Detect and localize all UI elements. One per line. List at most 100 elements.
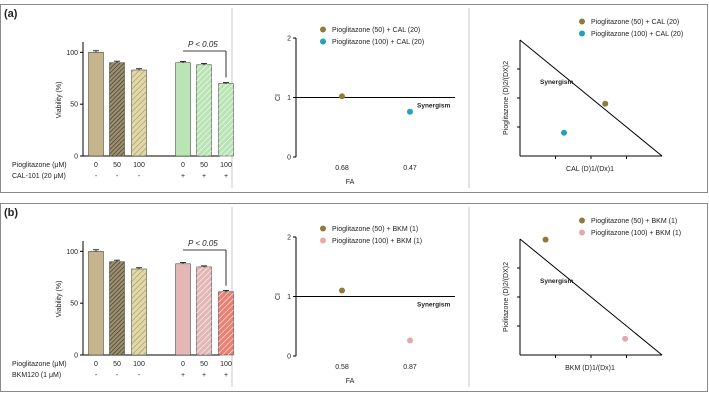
dose-label: 50 <box>200 162 208 169</box>
ci-point <box>407 337 413 344</box>
bar-hatch <box>109 62 125 156</box>
panel-tag: (b) <box>4 207 18 219</box>
ci-point <box>339 93 345 100</box>
dose-label: 50 <box>113 361 121 368</box>
ci-x-tick-label: 0.87 <box>403 364 417 371</box>
iso-legend-label: Pioglitazone (50) + CAL (20) <box>591 19 679 26</box>
bar-y-tick-label: 50 <box>70 102 78 109</box>
ci-y-tick-label: 0 <box>287 354 291 361</box>
panel-0: (a) 0 50 100 Viability (%) 0 - 50 - 100 - 0 +50 +100 +… <box>0 4 708 193</box>
bar-hatch <box>109 261 125 355</box>
combo-sign: - <box>95 372 98 379</box>
ci-point <box>407 108 413 115</box>
bar-y-tick-label: 50 <box>70 301 78 308</box>
ci-synergism-label: Synergism <box>417 302 450 309</box>
bar <box>175 62 191 157</box>
ci-legend-label: Pioglitazone (50) + BKM (1) <box>332 226 418 233</box>
panel-frame <box>0 4 708 193</box>
bar-y-tick-label: 0 <box>74 353 78 360</box>
bar-y-tick-label: 100 <box>66 50 78 57</box>
combo-sign: - <box>116 173 119 180</box>
ci-legend-label: Pioglitazone (50) + CAL (20) <box>332 27 420 34</box>
row-label-pioglitazone: Pioglitazone (μM) <box>12 361 67 368</box>
iso-additivity-line <box>519 238 663 356</box>
combo-sign: + <box>181 173 185 180</box>
ci-legend-label: Pioglitazone (100) + BKM (1) <box>332 238 422 245</box>
iso-legend-marker <box>579 229 585 236</box>
ci-legend-label: Pioglitazone (100) + CAL (20) <box>332 39 424 46</box>
dose-label: 0 <box>94 361 98 368</box>
dose-label: 0 <box>181 162 185 169</box>
bar <box>175 263 191 356</box>
row-label-second-drug: BKM120 (1 μM) <box>12 372 61 379</box>
dose-label: 0 <box>181 361 185 368</box>
bar-hatch <box>218 83 234 156</box>
ci-legend-marker <box>320 38 326 45</box>
bar-y-tick-label: 0 <box>74 154 78 161</box>
iso-y-axis-title: Piolitazone (D)2/(DX)2 <box>503 262 510 332</box>
ci-legend-marker <box>320 26 326 33</box>
row-label-second-drug: CAL-101 (20 μM) <box>12 173 66 180</box>
ci-y-tick-label: 2 <box>287 36 291 43</box>
combo-sign: + <box>224 372 228 379</box>
iso-legend-marker <box>579 18 585 25</box>
dose-label: 100 <box>220 361 232 368</box>
iso-legend-label: Pioglitazone (50) + BKM (1) <box>591 218 677 225</box>
iso-point <box>602 100 609 107</box>
iso-point <box>542 236 549 243</box>
ci-y-tick-label: 0 <box>287 155 291 162</box>
bar-hatch <box>196 64 212 156</box>
bar-hatch <box>131 69 147 156</box>
panel-frame <box>0 203 708 392</box>
bar-y-tick-label: 100 <box>66 249 78 256</box>
panel-1: (b) 0 50 100 Viability (%) 0 - 50 - 100 - 0 +50 +100 +… <box>0 203 708 392</box>
bar-y-axis-title: Viability (%) <box>56 82 63 119</box>
dose-label: 100 <box>220 162 232 169</box>
combo-sign: + <box>224 173 228 180</box>
combo-sign: - <box>138 173 141 180</box>
panel-tag: (a) <box>4 8 18 20</box>
ci-synergism-label: Synergism <box>417 103 450 110</box>
iso-legend-label: Pioglitazone (100) + BKM (1) <box>591 230 681 237</box>
combo-sign: - <box>116 372 119 379</box>
iso-legend-marker <box>579 30 585 37</box>
iso-synergism-label: Synergism <box>540 278 573 285</box>
ci-legend-marker <box>320 237 326 244</box>
iso-x-axis-title: BKM (D)1/(Dx)1 <box>565 365 615 372</box>
ci-x-axis-title: FA <box>346 179 355 186</box>
ci-x-tick-label: 0.68 <box>335 165 349 172</box>
dose-label: 100 <box>133 361 145 368</box>
iso-legend-marker <box>579 217 585 224</box>
ci-point <box>339 287 345 294</box>
bar-y-axis-title: Viability (%) <box>56 281 63 318</box>
ci-x-tick-label: 0.47 <box>403 165 417 172</box>
dose-label: 50 <box>200 361 208 368</box>
ci-x-axis-title: FA <box>346 378 355 385</box>
bar <box>88 251 104 356</box>
combo-sign: - <box>138 372 141 379</box>
iso-x-axis-title: CAL (D)1/(Dx)1 <box>566 166 614 173</box>
bar <box>88 52 104 157</box>
dose-label: 50 <box>113 162 121 169</box>
iso-additivity-line <box>519 39 663 157</box>
ci-y-tick-label: 1 <box>287 294 291 301</box>
bar-hatch <box>131 268 147 355</box>
ci-legend-marker <box>320 225 326 232</box>
combo-sign: + <box>202 173 206 180</box>
bar-hatch <box>196 266 212 355</box>
ci-x-tick-label: 0.58 <box>335 364 349 371</box>
ci-y-tick-label: 2 <box>287 235 291 242</box>
ci-y-axis-title: CI <box>275 94 282 101</box>
dose-label: 0 <box>94 162 98 169</box>
bar-hatch <box>218 291 234 355</box>
iso-legend-label: Pioglitazone (100) + CAL (20) <box>591 31 683 38</box>
iso-y-axis-title: Pioglitazone (D)2/(DX)2 <box>503 61 510 135</box>
row-label-pioglitazone: Pioglitazone (μM) <box>12 162 67 169</box>
ci-y-axis-title: CI <box>275 293 282 300</box>
combo-sign: + <box>181 372 185 379</box>
ci-y-tick-label: 1 <box>287 95 291 102</box>
iso-point <box>622 335 629 342</box>
combo-sign: + <box>202 372 206 379</box>
iso-point <box>561 129 568 136</box>
